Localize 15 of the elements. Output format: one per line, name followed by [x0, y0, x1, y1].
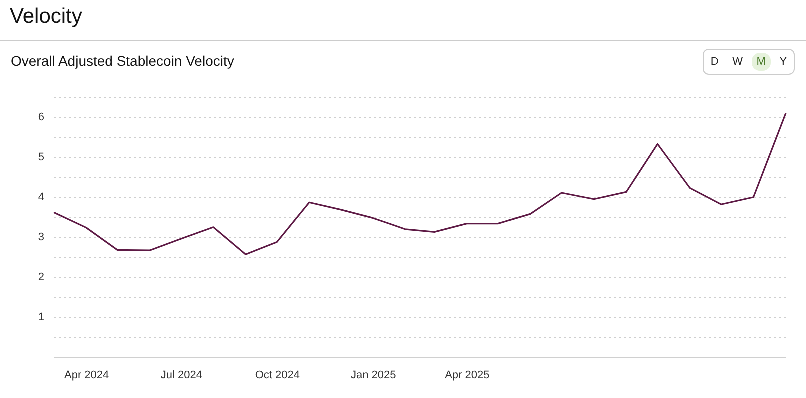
x-tick-label: Jul 2024	[160, 370, 203, 382]
chart-title: Velocity	[10, 5, 82, 29]
x-tick-label: Apr 2024	[64, 370, 110, 382]
chart-subtitle: Overall Adjusted Stablecoin Velocity	[11, 53, 234, 69]
y-tick-label: 2	[38, 272, 44, 284]
y-tick-label: 3	[38, 232, 44, 244]
y-tick-label: 6	[38, 112, 44, 124]
period-toggle[interactable]: D W M Y	[703, 49, 795, 75]
x-tick-label: Oct 2024	[255, 370, 300, 382]
line-series	[53, 112, 787, 256]
x-tick-label: Apr 2025	[445, 370, 490, 382]
y-tick-label: 1	[38, 312, 44, 324]
y-tick-label: 4	[38, 192, 44, 204]
x-tick-label: Jan 2025	[350, 370, 396, 382]
y-tick-label: 5	[38, 152, 44, 164]
